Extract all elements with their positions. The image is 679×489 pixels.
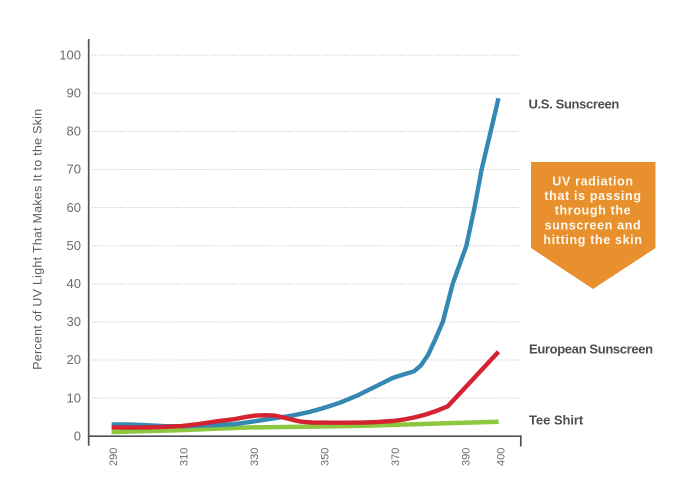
svg-text:20: 20: [67, 352, 81, 367]
svg-text:U.S. Sunscreen: U.S. Sunscreen: [529, 96, 620, 111]
svg-text:Tee Shirt: Tee Shirt: [529, 413, 584, 428]
svg-text:60: 60: [67, 200, 81, 215]
svg-text:through the: through the: [555, 204, 632, 218]
svg-text:370: 370: [390, 448, 402, 466]
svg-text:400: 400: [496, 448, 508, 466]
svg-text:40: 40: [67, 276, 81, 291]
svg-text:290: 290: [108, 448, 120, 466]
svg-text:100: 100: [59, 47, 81, 62]
svg-text:70: 70: [67, 162, 81, 177]
svg-text:sunscreen and: sunscreen and: [545, 218, 642, 232]
svg-text:390: 390: [460, 448, 472, 466]
svg-text:UV radiation: UV radiation: [552, 174, 633, 188]
svg-text:10: 10: [67, 390, 81, 405]
svg-text:hitting the skin: hitting the skin: [543, 233, 642, 247]
svg-text:that is passing: that is passing: [544, 189, 641, 203]
svg-text:310: 310: [179, 448, 191, 466]
svg-text:0: 0: [74, 428, 81, 443]
svg-text:350: 350: [319, 448, 331, 466]
svg-text:90: 90: [67, 86, 81, 101]
svg-text:330: 330: [249, 448, 261, 466]
svg-text:80: 80: [67, 124, 81, 139]
svg-text:30: 30: [67, 314, 81, 329]
svg-text:Percent of UV Light That Makes: Percent of UV Light That Makes It to the…: [30, 109, 44, 370]
svg-text:European Sunscreen: European Sunscreen: [529, 341, 653, 356]
svg-text:50: 50: [67, 238, 81, 253]
